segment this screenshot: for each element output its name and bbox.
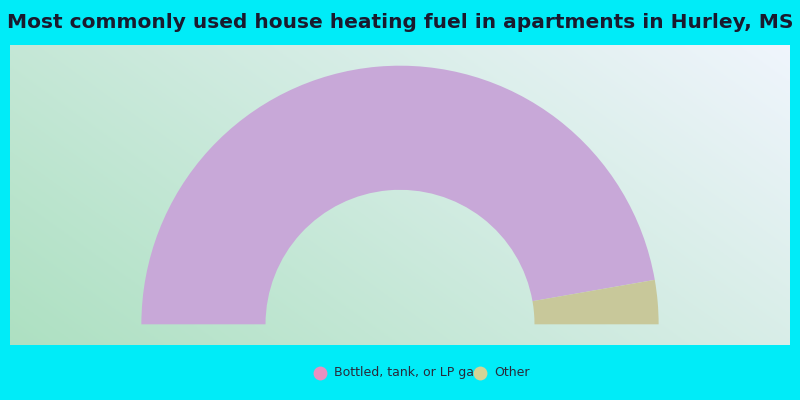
- Text: Bottled, tank, or LP gas: Bottled, tank, or LP gas: [334, 366, 481, 379]
- Text: Other: Other: [494, 366, 530, 379]
- Point: [314, 369, 326, 376]
- Wedge shape: [533, 280, 658, 324]
- Wedge shape: [142, 66, 654, 324]
- Point: [474, 369, 486, 376]
- Text: Most commonly used house heating fuel in apartments in Hurley, MS: Most commonly used house heating fuel in…: [6, 13, 794, 32]
